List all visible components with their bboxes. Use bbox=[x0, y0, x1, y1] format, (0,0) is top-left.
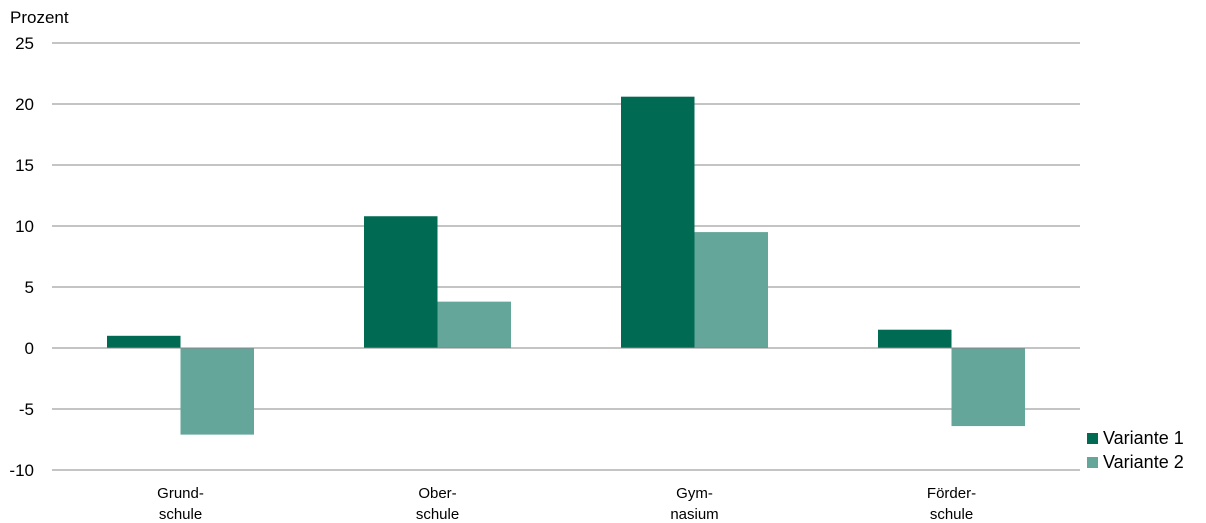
y-tick-label: 5 bbox=[25, 278, 34, 297]
bar-2-2 bbox=[437, 301, 511, 348]
bar-1-1 bbox=[107, 335, 181, 348]
y-tick-label: 0 bbox=[25, 339, 34, 358]
y-tick-label: 15 bbox=[15, 156, 34, 175]
bar-2-1 bbox=[180, 348, 254, 435]
legend: Variante 1 Variante 2 bbox=[1087, 428, 1184, 472]
y-tick-label: 20 bbox=[15, 95, 34, 114]
bars bbox=[52, 96, 1080, 435]
x-category-label: schule bbox=[416, 506, 459, 523]
bar-1-2 bbox=[364, 216, 438, 348]
y-axis-ticks: -10 -5 0 5 10 15 20 25 bbox=[9, 34, 34, 480]
legend-label: Variante 2 bbox=[1103, 452, 1184, 472]
x-category-label: Grund- bbox=[157, 485, 204, 502]
bar-2-4 bbox=[951, 348, 1025, 427]
y-tick-label: 25 bbox=[15, 34, 34, 53]
y-axis-label: Prozent bbox=[10, 8, 69, 27]
bar-1-4 bbox=[878, 329, 952, 348]
x-category-label: Ober- bbox=[418, 485, 456, 502]
legend-label: Variante 1 bbox=[1103, 428, 1184, 448]
x-category-label: schule bbox=[159, 506, 202, 523]
y-tick-label: -5 bbox=[19, 400, 34, 419]
x-category-label: Gym- bbox=[676, 485, 713, 502]
bar-1-3 bbox=[621, 96, 695, 349]
y-tick-label: 10 bbox=[15, 217, 34, 236]
legend-swatch bbox=[1087, 457, 1098, 468]
x-axis-categories: Grund-schule Ober-schule Gym-nasium Förder-… bbox=[157, 485, 976, 523]
bar-2-3 bbox=[694, 232, 768, 348]
x-category-label: schule bbox=[930, 506, 973, 523]
legend-swatch bbox=[1087, 433, 1098, 444]
x-category-label: Förder- bbox=[927, 485, 976, 502]
x-category-label: nasium bbox=[670, 506, 718, 523]
y-tick-label: -10 bbox=[9, 461, 34, 480]
